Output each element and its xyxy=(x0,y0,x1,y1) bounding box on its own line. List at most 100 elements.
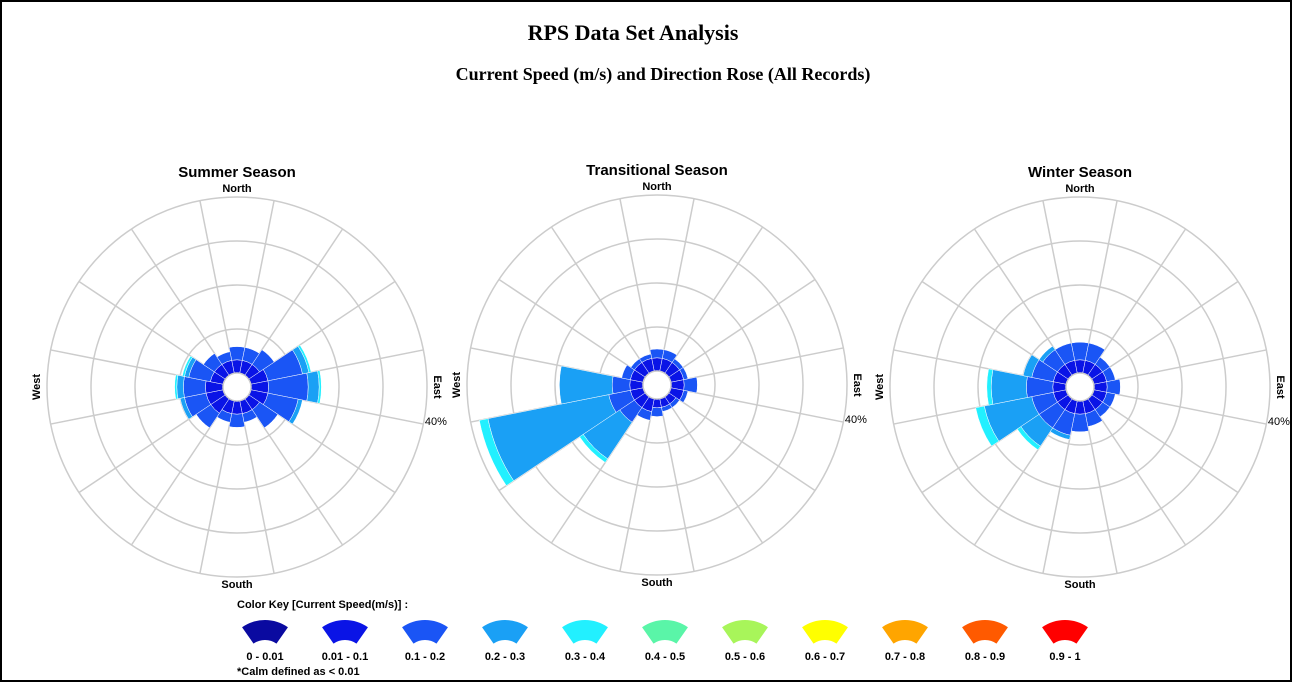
key-label: 0 - 0.01 xyxy=(246,651,283,663)
key-label: 0.8 - 0.9 xyxy=(965,651,1005,663)
key-label: 0.3 - 0.4 xyxy=(565,651,606,663)
spoke xyxy=(664,396,764,544)
key-swatch xyxy=(962,620,1008,644)
rose-segment xyxy=(559,365,614,405)
dir-north: North xyxy=(642,181,672,193)
key-label: 0.9 - 1 xyxy=(1049,651,1080,663)
grid-ring xyxy=(510,238,804,532)
key-label: 0.4 - 0.5 xyxy=(645,651,685,663)
key-swatch xyxy=(722,620,768,644)
dir-west: West xyxy=(874,374,886,400)
dir-south: South xyxy=(221,579,252,591)
spoke xyxy=(670,347,844,384)
spoke xyxy=(1093,349,1267,386)
page-subtitle: Current Speed (m/s) and Direction Rose (… xyxy=(456,64,871,85)
dir-south: South xyxy=(1064,579,1095,591)
grid-ring xyxy=(554,282,760,488)
key-swatch xyxy=(562,620,608,644)
dir-south: South xyxy=(641,577,672,589)
calm-hole xyxy=(642,370,672,400)
rose-segment xyxy=(288,398,303,425)
spoke xyxy=(668,392,816,492)
rose-title: Transitional Season xyxy=(586,162,728,179)
spoke xyxy=(658,198,695,372)
rose-segment xyxy=(649,348,665,359)
spoke xyxy=(668,278,816,378)
spoke xyxy=(1091,280,1239,380)
grid-ring xyxy=(134,284,340,490)
rose-segment xyxy=(683,376,698,394)
spoke xyxy=(658,398,695,572)
key-swatch xyxy=(322,620,368,644)
key-swatch xyxy=(882,620,928,644)
r-tick-label: 40% xyxy=(425,416,447,428)
page-title: RPS Data Set Analysis xyxy=(528,20,739,45)
rose-segment xyxy=(986,368,994,406)
grid-ring xyxy=(46,196,428,578)
rose-segment xyxy=(317,370,322,404)
rose-segment xyxy=(650,407,664,417)
grid-ring xyxy=(889,196,1271,578)
r-tick-label: 40% xyxy=(845,414,867,426)
rose-segment xyxy=(1022,354,1040,378)
spoke xyxy=(1087,398,1187,546)
key-label: 0.2 - 0.3 xyxy=(485,651,525,663)
spoke xyxy=(238,200,275,374)
rose-segment xyxy=(176,374,185,400)
spoke xyxy=(619,198,656,372)
dir-west: West xyxy=(31,374,43,400)
rose-segment xyxy=(679,390,689,403)
rose-segment xyxy=(975,405,1000,447)
spoke xyxy=(199,400,236,574)
key-swatch xyxy=(242,620,288,644)
grid-ring xyxy=(90,240,384,534)
spoke xyxy=(619,398,656,572)
dir-north: North xyxy=(1065,183,1095,195)
key-label: 0.5 - 0.6 xyxy=(725,651,765,663)
grid-ring xyxy=(466,194,848,576)
key-swatch xyxy=(482,620,528,644)
key-label: 0.6 - 0.7 xyxy=(805,651,845,663)
rose-segment xyxy=(216,351,232,365)
rose-segment xyxy=(1038,345,1056,363)
spoke xyxy=(550,226,650,374)
spoke xyxy=(498,278,646,378)
spoke xyxy=(238,400,275,574)
grid-ring xyxy=(933,240,1227,534)
grid-ring xyxy=(977,284,1183,490)
spoke xyxy=(130,228,230,376)
rose-segment xyxy=(1054,342,1075,365)
key-label: 0.1 - 0.2 xyxy=(405,651,445,663)
key-label: 0.01 - 0.1 xyxy=(322,651,368,663)
rose-title: Winter Season xyxy=(1028,164,1132,181)
rose-segment xyxy=(1085,342,1106,365)
rose-segment xyxy=(478,418,515,487)
key-label: 0.7 - 0.8 xyxy=(885,651,925,663)
spoke xyxy=(199,200,236,374)
dir-east: East xyxy=(431,375,443,399)
rose-segment xyxy=(662,349,678,363)
spoke xyxy=(1093,388,1267,425)
spoke xyxy=(664,226,764,374)
rose-segment xyxy=(251,401,279,429)
rose-segment xyxy=(174,374,179,400)
spoke xyxy=(670,386,844,423)
dir-west: West xyxy=(451,372,463,398)
rose-segment xyxy=(1106,378,1121,396)
key-swatch xyxy=(1042,620,1088,644)
dir-east: East xyxy=(1274,375,1286,399)
key-swatch xyxy=(802,620,848,644)
rose-segment xyxy=(203,353,223,373)
spoke xyxy=(1091,394,1239,494)
rose-segment xyxy=(639,353,652,363)
key-title: Color Key [Current Speed(m/s)] : xyxy=(237,599,408,611)
rose-segment xyxy=(306,370,320,404)
dir-east: East xyxy=(851,373,863,397)
dir-north: North xyxy=(222,183,252,195)
rose-segment xyxy=(621,364,635,380)
r-tick-label: 40% xyxy=(1268,416,1290,428)
rose-title: Summer Season xyxy=(178,164,296,181)
